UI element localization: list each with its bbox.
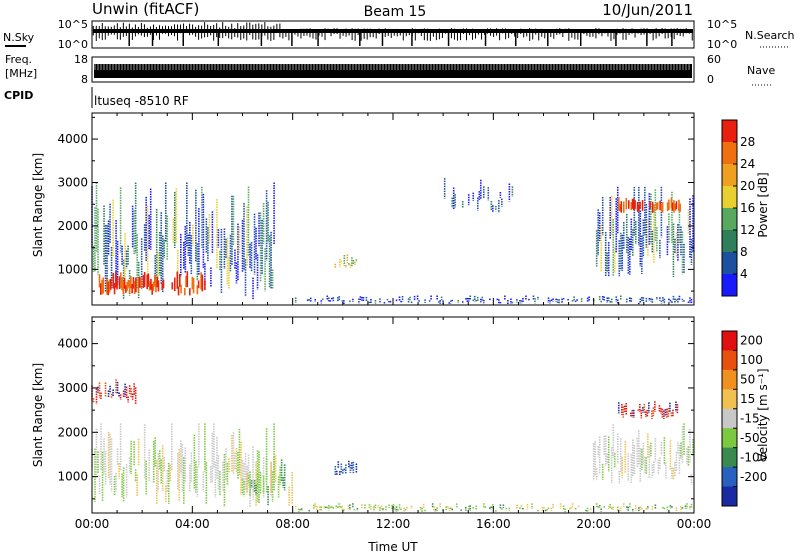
- y-tick-label: 3000: [57, 176, 88, 190]
- y-tick-label: 4000: [57, 337, 88, 351]
- nsearch-label: N.Search: [745, 29, 795, 42]
- colorbar-swatch: [722, 274, 737, 297]
- freq-trace: [94, 64, 692, 78]
- velocity-ylabel: Slant Range [km]: [31, 363, 45, 467]
- velocity-panel: 1000 2000 3000 4000 00:00 04:00 08:00 12:00 16:0…: [57, 316, 712, 531]
- colorbar-tick-label: 15: [740, 392, 755, 406]
- nsky-series: [93, 29, 693, 33]
- nave-tick-lo: 0: [707, 73, 714, 86]
- colorbar-frame: [721, 330, 738, 507]
- y-tick-label: 2000: [57, 425, 88, 439]
- time-xlabel: Time UT: [367, 540, 418, 554]
- colorbar-tick-label: 20: [740, 179, 755, 193]
- colorbar-swatch: [722, 331, 737, 351]
- freq-tick-hi: 18: [74, 53, 88, 66]
- colorbar-tick-label: 28: [740, 135, 755, 149]
- cpid-value: ltuseq -8510 RF: [94, 94, 189, 108]
- power-colorbar: 28 24 20 16 12 8 4: [721, 119, 755, 297]
- power-panel: 1000 2000 3000 4000: [57, 112, 695, 306]
- velocity-colorbar-label: Velocity [m s⁻¹]: [756, 368, 770, 461]
- y-tick-label: 1000: [57, 262, 88, 276]
- power-ylabel: Slant Range [km]: [31, 153, 45, 257]
- nsearch-tick-lo: 10^0: [707, 38, 737, 51]
- colorbar-swatch: [722, 428, 737, 449]
- freq-series: [94, 64, 692, 78]
- nsky-tick-hi: 10^5: [58, 18, 88, 31]
- colorbar-tick-label: 100: [740, 353, 763, 367]
- colorbar-swatch: [722, 408, 737, 429]
- freq-tick-lo: 8: [81, 73, 88, 86]
- x-tick-label: 16:00: [476, 517, 511, 531]
- colorbar-tick-label: 16: [740, 201, 755, 215]
- colorbar-tick-label: -15: [740, 412, 760, 426]
- x-tick-label: 12:00: [376, 517, 411, 531]
- beam-title: Beam 15: [364, 4, 427, 20]
- station-title: Unwin (fitACF): [92, 0, 199, 18]
- nsky-trace: [92, 22, 693, 46]
- x-tick-label: 20:00: [576, 517, 611, 531]
- colorbar-swatch: [722, 230, 737, 253]
- colorbar-swatch: [722, 467, 737, 488]
- colorbar-tick-label: 8: [740, 245, 748, 259]
- velocity-colorbar: 200 100 50 15 -15 -50 -100 -200: [721, 330, 767, 507]
- panel-frame: [91, 316, 695, 514]
- x-tick-label: 04:00: [175, 517, 210, 531]
- x-tick-label: 00:00: [677, 517, 712, 531]
- colorbar-swatch: [722, 486, 737, 507]
- freq-label-2: [MHz]: [5, 67, 37, 80]
- colorbar-swatch: [722, 252, 737, 275]
- colorbar-tick-label: -200: [740, 470, 767, 484]
- colorbar-swatch: [722, 164, 737, 187]
- colorbar-tick-label: 24: [740, 157, 755, 171]
- freq-strip: [91, 56, 695, 83]
- colorbar-tick-label: 50: [740, 373, 755, 387]
- nsearch-tick-hi: 10^5: [707, 18, 737, 31]
- colorbar-swatch: [722, 350, 737, 371]
- colorbar-swatch: [722, 186, 737, 209]
- colorbar-tick-label: 4: [740, 267, 748, 281]
- y-tick-label: 2000: [57, 219, 88, 233]
- x-tick-label: 00:00: [75, 517, 110, 531]
- nsky-strip: [91, 20, 695, 49]
- colorbar-swatch: [722, 120, 737, 143]
- y-tick-label: 4000: [57, 132, 88, 146]
- x-tick-label: 08:00: [275, 517, 310, 531]
- y-tick-label: 3000: [57, 381, 88, 395]
- nave-label: Nave: [747, 64, 775, 77]
- date-title: 10/Jun/2011: [602, 1, 693, 19]
- nave-tick-hi: 60: [707, 53, 721, 66]
- nsky-label: N.Sky: [3, 31, 35, 44]
- colorbar-swatch: [722, 369, 737, 390]
- power-colorbar-label: Power [dB]: [756, 172, 770, 237]
- colorbar-swatch: [722, 447, 737, 468]
- freq-label-1: Freq.: [5, 53, 32, 66]
- colorbar-tick-label: -100: [740, 450, 767, 464]
- colorbar-tick-label: 200: [740, 334, 763, 348]
- nsky-tick-lo: 10^0: [58, 38, 88, 51]
- y-tick-label: 1000: [57, 470, 88, 484]
- cpid-label: CPID: [4, 89, 33, 102]
- colorbar-swatch: [722, 389, 737, 410]
- colorbar-tick-label: -50: [740, 431, 760, 445]
- colorbar-swatch: [722, 142, 737, 165]
- colorbar-tick-label: 12: [740, 223, 755, 237]
- panel-frame: [91, 112, 695, 306]
- colorbar-swatch: [722, 208, 737, 231]
